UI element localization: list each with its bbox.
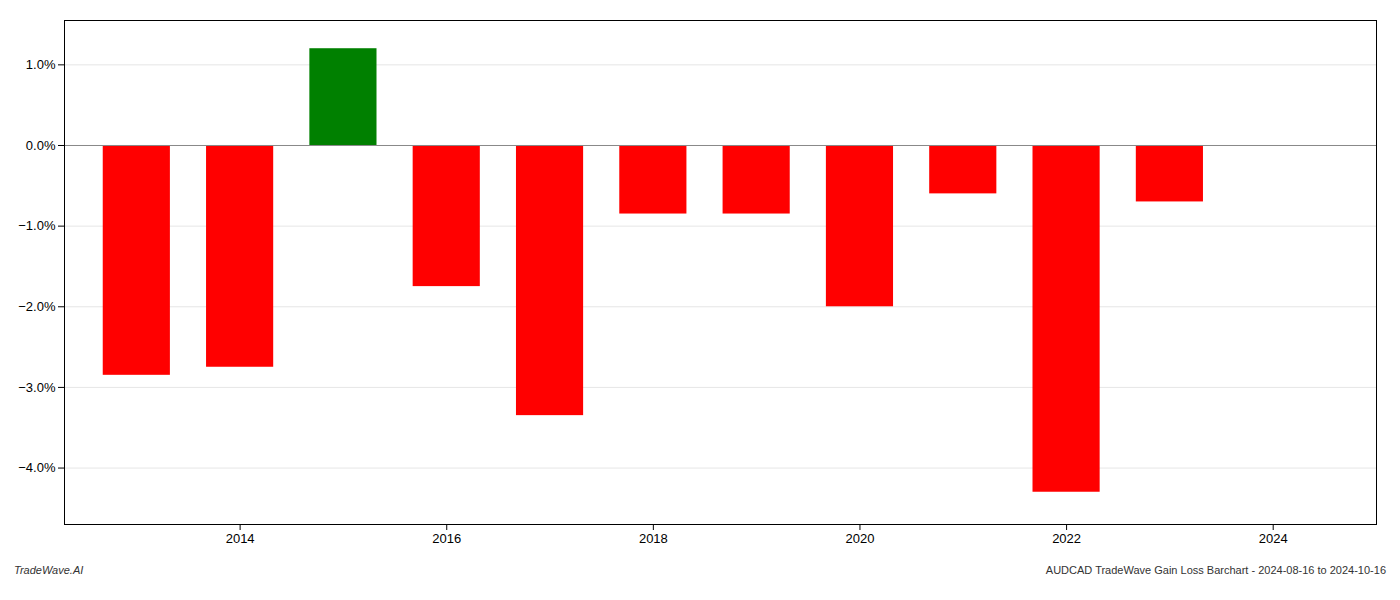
svg-text:1.0%: 1.0%: [26, 57, 56, 72]
svg-text:2020: 2020: [846, 531, 875, 546]
svg-text:−1.0%: −1.0%: [18, 218, 56, 233]
svg-text:2018: 2018: [639, 531, 668, 546]
svg-text:2014: 2014: [226, 531, 255, 546]
html-text:AUDCAD TradeWave Gain Loss Bar: AUDCAD TradeWave Gain Loss Barchart - 20…: [1045, 564, 1386, 576]
svg-text:2016: 2016: [432, 531, 461, 546]
svg-text:−3.0%: −3.0%: [18, 380, 56, 395]
svg-text:0.0%: 0.0%: [26, 138, 56, 153]
svg-text:2022: 2022: [1052, 531, 1081, 546]
svg-text:2024: 2024: [1259, 531, 1288, 546]
html-text:TradeWave.AI: TradeWave.AI: [14, 564, 84, 576]
svg-text:−4.0%: −4.0%: [18, 460, 56, 475]
svg-text:−2.0%: −2.0%: [18, 299, 56, 314]
